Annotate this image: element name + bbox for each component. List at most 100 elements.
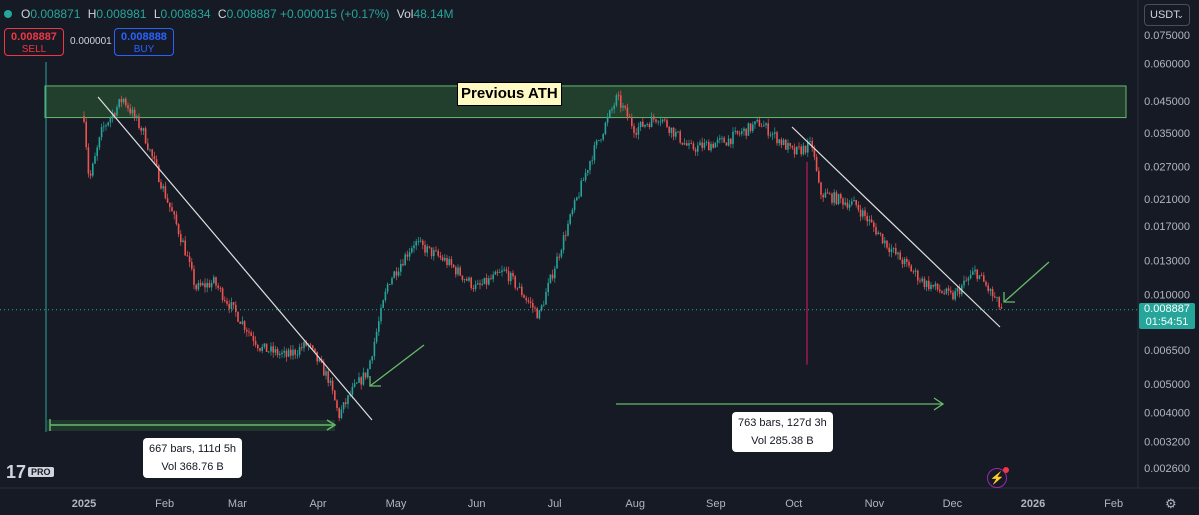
- sell-price: 0.008887: [11, 31, 57, 43]
- candle-body: [822, 194, 824, 198]
- candle-body: [996, 297, 998, 298]
- candle-body: [991, 289, 994, 297]
- candle-body: [228, 303, 230, 309]
- sell-button[interactable]: 0.008887 SELL: [4, 28, 64, 56]
- candle-body: [358, 377, 360, 383]
- candle-body: [494, 271, 497, 275]
- candle-body: [580, 180, 582, 197]
- candle-body: [318, 359, 321, 362]
- candle-body: [375, 331, 378, 342]
- time-tick-label: Feb: [155, 498, 174, 510]
- tradingview-logo[interactable]: 17 PRO: [6, 462, 54, 483]
- candle-body: [125, 98, 127, 106]
- candle-body: [336, 400, 338, 409]
- candle-body: [459, 267, 461, 276]
- candle-body: [92, 163, 94, 176]
- candle-body: [866, 215, 868, 222]
- candle-body: [439, 255, 442, 258]
- candle-body: [983, 275, 985, 282]
- candle-body: [461, 275, 464, 280]
- candle-body: [745, 128, 747, 136]
- candle-body: [921, 278, 923, 282]
- sell-label: SELL: [21, 44, 47, 55]
- lightning-icon[interactable]: ⚡: [987, 467, 1009, 488]
- time-tick-label: Feb: [1104, 498, 1123, 510]
- candle-body: [466, 279, 468, 281]
- candle-body: [294, 349, 296, 355]
- candle-body: [501, 270, 503, 273]
- candle-body: [373, 341, 376, 357]
- range-stats-2[interactable]: 763 bars, 127d 3h Vol 285.38 B: [732, 412, 833, 452]
- candle-body: [296, 354, 299, 356]
- candle-body: [347, 395, 349, 404]
- candle-body: [345, 402, 347, 404]
- candle-body: [815, 156, 818, 171]
- candle-body: [400, 264, 402, 272]
- chevron-down-icon: ⌄: [1176, 10, 1184, 20]
- candle-body: [474, 284, 477, 289]
- candle-body: [195, 284, 197, 290]
- candle-body: [642, 121, 644, 127]
- candle-body: [587, 170, 589, 173]
- candle-body: [404, 254, 406, 266]
- candle-body: [987, 285, 989, 291]
- candle-body: [573, 200, 576, 210]
- candle-body: [868, 219, 871, 222]
- candle-body: [191, 261, 193, 269]
- candle-body: [771, 133, 774, 135]
- candle-body: [98, 137, 101, 148]
- candle-body: [928, 280, 930, 290]
- candle-body: [635, 132, 637, 135]
- time-tick-label: Nov: [865, 498, 885, 510]
- candle-body: [210, 283, 213, 288]
- arrow-1-head: [369, 376, 381, 387]
- candle-body: [96, 147, 98, 157]
- candle-body: [789, 143, 791, 146]
- candle-body: [448, 259, 450, 266]
- vol-value: 48.14M: [413, 7, 454, 21]
- currency-selector[interactable]: USDT ⌄: [1144, 4, 1190, 26]
- current-price-tag: 0.008887 01:54:51: [1139, 303, 1195, 329]
- candle-body: [276, 349, 279, 355]
- candle-body: [703, 142, 706, 148]
- candle-body: [312, 345, 314, 349]
- candle-body: [118, 99, 120, 107]
- buy-button[interactable]: 0.008888 BUY: [114, 28, 174, 56]
- candle-body: [901, 259, 904, 265]
- candle-body: [131, 109, 134, 114]
- notification-dot: [1003, 467, 1009, 473]
- candle-body: [655, 119, 657, 122]
- candle-body: [232, 302, 235, 305]
- candle-body: [930, 284, 932, 290]
- low-value: 0.008834: [160, 7, 211, 21]
- range-stats-1[interactable]: 667 bars, 111d 5h Vol 368.76 B: [143, 438, 243, 478]
- candle-body: [558, 256, 560, 258]
- candle-body: [727, 138, 730, 146]
- gear-icon[interactable]: ⚙: [1165, 496, 1177, 511]
- candle-body: [600, 139, 602, 141]
- candle-body: [455, 267, 457, 275]
- candle-body: [206, 282, 208, 288]
- buy-price: 0.008888: [121, 31, 167, 43]
- candle-body: [712, 143, 714, 148]
- candle-body: [906, 258, 908, 262]
- candle-body: [122, 98, 125, 103]
- candle-body: [835, 192, 838, 205]
- candle-body: [386, 284, 389, 292]
- candle-body: [879, 232, 882, 234]
- candle-body: [162, 186, 164, 189]
- candle-body: [604, 122, 607, 134]
- candle-body: [989, 289, 992, 291]
- candle-body: [908, 261, 910, 266]
- open-value: 0.008871: [30, 7, 81, 21]
- candle-body: [331, 380, 334, 391]
- candle-body: [914, 270, 917, 272]
- candle-body: [690, 143, 692, 144]
- previous-ath-label[interactable]: Previous ATH: [457, 82, 562, 106]
- price-tick-label: 0.027000: [1144, 162, 1190, 174]
- candle-body: [694, 149, 697, 152]
- range2-arrowhead: [933, 397, 945, 411]
- candle-body: [127, 105, 129, 109]
- candle-body: [765, 123, 767, 126]
